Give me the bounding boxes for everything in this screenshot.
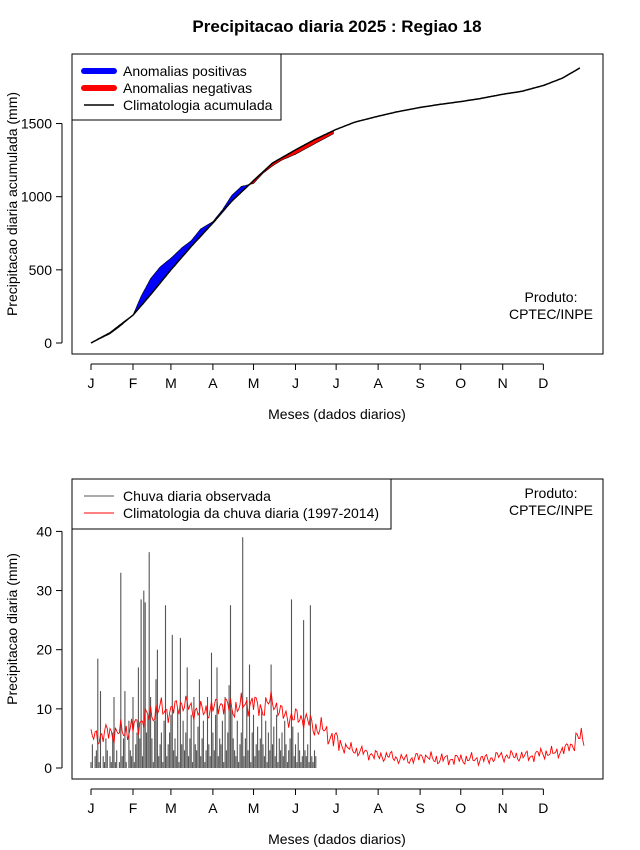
bottom-x-tick-label: A (373, 800, 383, 816)
top-y-tick-label: 0 (44, 335, 52, 351)
top-x-tick-label: O (455, 375, 466, 391)
bottom-x-tick-label: A (208, 800, 218, 816)
bottom-x-tick-label: D (538, 800, 548, 816)
legend-label-observed-rain: Chuva diaria observada (123, 488, 271, 504)
bottom-y-tick-label: 0 (44, 760, 52, 776)
top-legend: Anomalias positivas Anomalias negativas … (71, 53, 282, 121)
top-y-tick-label: 1000 (21, 189, 52, 205)
bottom-x-tick-label: J (333, 800, 340, 816)
climatology-cumulative-line (90, 67, 581, 344)
bottom-y-tick-label: 30 (36, 583, 52, 599)
climatology-daily-line (90, 691, 585, 767)
top-x-tick-label: M (165, 375, 177, 391)
legend-label-climatology-rain: Climatologia da chuva diaria (1997-2014) (123, 505, 379, 521)
top-y-axis-label: Precipitacao diaria acumulada (mm) (4, 92, 20, 316)
bottom-x-tick-label: M (165, 800, 177, 816)
bottom-y-axis-label: Precipitacao diaria (mm) (4, 553, 20, 705)
bottom-plot-area (90, 537, 585, 768)
top-annotation-product: Produto: (525, 289, 578, 305)
top-x-tick-label: S (415, 375, 424, 391)
top-x-tick-label: M (248, 375, 260, 391)
bottom-y-axis: 0 10 20 30 40 (36, 523, 63, 776)
bottom-x-axis-label: Meses (dados diarios) (268, 831, 406, 847)
top-x-tick-label: D (538, 375, 548, 391)
legend-label-climatology: Climatologia acumulada (123, 97, 273, 113)
bottom-legend-box (71, 478, 392, 530)
top-annotation-source: CPTEC/INPE (509, 306, 593, 322)
top-x-tick-label: J (292, 375, 299, 391)
bottom-annotation-source: CPTEC/INPE (509, 502, 593, 518)
bottom-x-tick-label: N (498, 800, 508, 816)
top-plot-frame (71, 53, 604, 355)
top-y-axis: 0 500 1000 1500 (21, 116, 63, 351)
bottom-x-tick-label: S (415, 800, 424, 816)
top-chart-title: Precipitacao diaria 2025 : Regiao 18 (192, 17, 481, 36)
bottom-x-tick-label: O (455, 800, 466, 816)
bottom-x-tick-label: M (248, 800, 260, 816)
top-x-tick-label: F (129, 375, 138, 391)
legend-label-negative: Anomalias negativas (123, 80, 252, 96)
bottom-x-tick-label: F (129, 800, 138, 816)
top-x-tick-label: A (373, 375, 383, 391)
top-x-tick-label: A (208, 375, 218, 391)
top-y-tick-label: 1500 (21, 116, 52, 132)
bottom-legend: Chuva diaria observada Climatologia da c… (71, 478, 392, 530)
top-plot-area (90, 67, 581, 344)
bottom-x-tick-label: J (88, 800, 95, 816)
top-x-tick-label: J (88, 375, 95, 391)
top-y-tick-label: 500 (29, 262, 53, 278)
bottom-annotation-product: Produto: (525, 485, 578, 501)
top-x-axis-label: Meses (dados diarios) (268, 406, 406, 422)
bottom-y-tick-label: 40 (36, 523, 52, 539)
legend-label-positive: Anomalias positivas (123, 63, 247, 79)
top-x-tick-label: N (498, 375, 508, 391)
top-x-tick-label: J (333, 375, 340, 391)
negative-anomaly-area (249, 130, 334, 185)
bottom-y-tick-label: 20 (36, 642, 52, 658)
bottom-y-tick-label: 10 (36, 701, 52, 717)
bottom-x-tick-label: J (292, 800, 299, 816)
